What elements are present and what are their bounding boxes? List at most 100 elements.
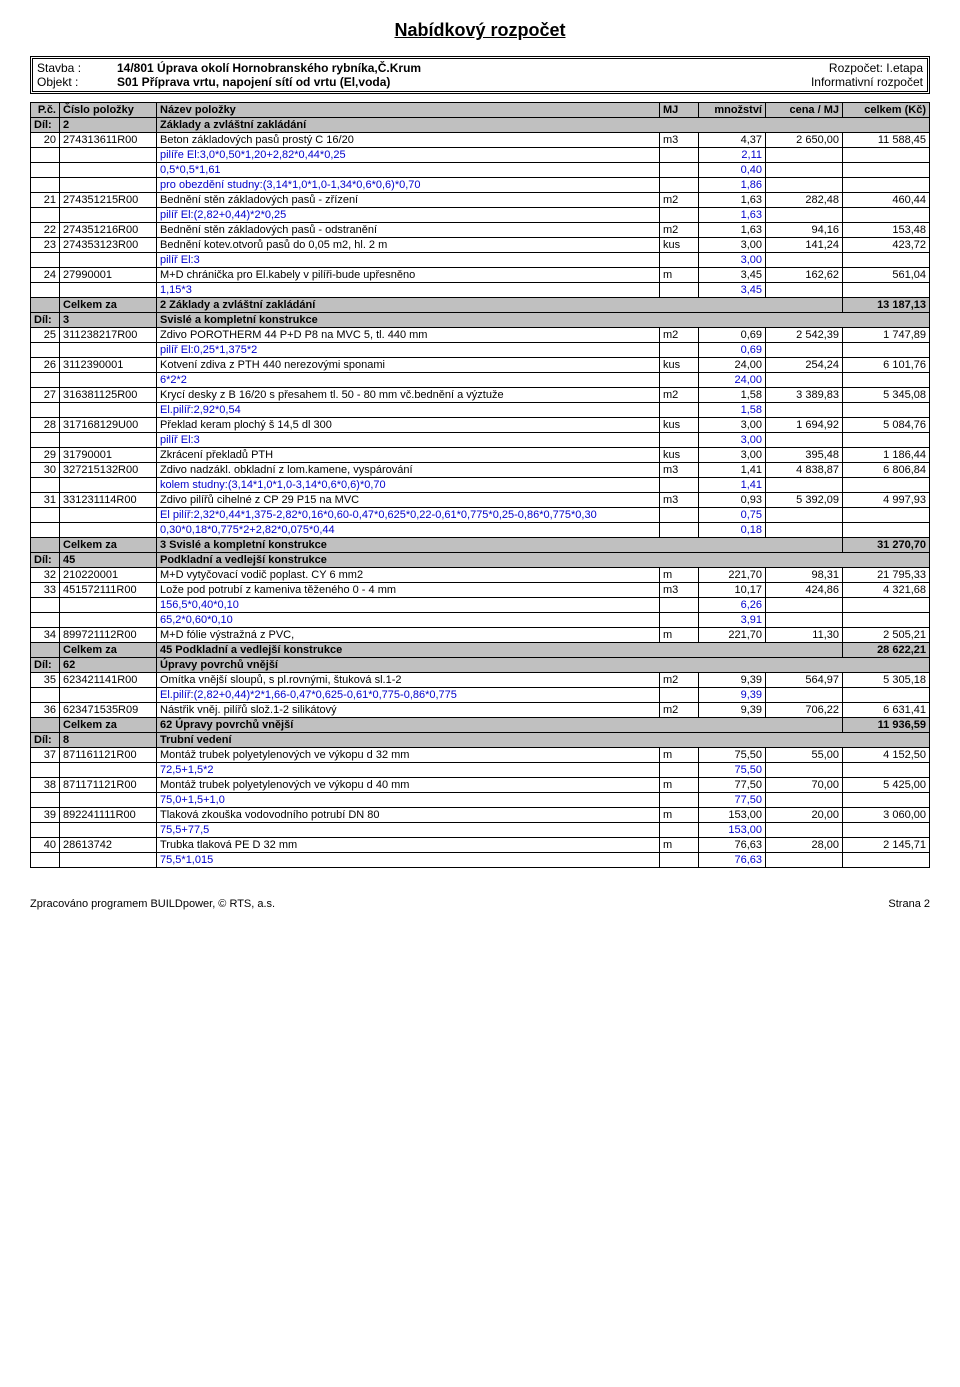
item-nazev: Překlad keram plochý š 14,5 dl 300	[157, 418, 660, 433]
item-cislo: 331231114R00	[60, 493, 157, 508]
item-mj: kus	[660, 418, 699, 433]
item-pc: 40	[31, 838, 60, 853]
calc-mj	[660, 178, 699, 193]
calc-mj	[660, 508, 699, 523]
item-cena: 162,62	[766, 268, 843, 283]
calc-celkem	[843, 598, 930, 613]
calc-nazev: pilíř El:(2,82+0,44)*2*0,25	[157, 208, 660, 223]
calc-cislo	[60, 478, 157, 493]
rozpocet-label: Rozpočet: I.etapa	[829, 61, 923, 75]
table-row: 28317168129U00Překlad keram plochý š 14,…	[31, 418, 930, 433]
item-cislo: 3112390001	[60, 358, 157, 373]
table-row: 0,5*0,5*1,610,40	[31, 163, 930, 178]
item-cislo: 311238217R00	[60, 328, 157, 343]
sum-za: Celkem za	[60, 538, 157, 553]
item-cena: 282,48	[766, 193, 843, 208]
calc-mnoz: 0,18	[699, 523, 766, 538]
calc-mj	[660, 253, 699, 268]
calc-cena	[766, 253, 843, 268]
section-num: 62	[60, 658, 157, 673]
table-row: kolem studny:(3,14*1,0*1,0-3,14*0,6*0,6)…	[31, 478, 930, 493]
table-row: El.pilíř:2,92*0,541,58	[31, 403, 930, 418]
sum-nazev: 62 Úpravy povrchů vnější	[157, 718, 843, 733]
item-cislo: 623471535R09	[60, 703, 157, 718]
calc-mnoz: 0,75	[699, 508, 766, 523]
item-nazev: Lože pod potrubí z kameniva těženého 0 -…	[157, 583, 660, 598]
item-mnoz: 24,00	[699, 358, 766, 373]
calc-nazev: 0,30*0,18*0,775*2+2,82*0,075*0,44	[157, 523, 660, 538]
calc-cislo	[60, 793, 157, 808]
table-row: 21274351215R00Bednění stěn základových p…	[31, 193, 930, 208]
calc-nazev: El pilíř:2,32*0,44*1,375-2,82*0,16*0,60-…	[157, 508, 660, 523]
calc-nazev: 0,5*0,5*1,61	[157, 163, 660, 178]
item-cena: 5 392,09	[766, 493, 843, 508]
item-cislo: 871161121R00	[60, 748, 157, 763]
calc-mj	[660, 823, 699, 838]
meta-box: Stavba : 14/801 Úprava okolí Hornobransk…	[30, 56, 930, 94]
item-celkem: 2 145,71	[843, 838, 930, 853]
table-row: pilíř El:(2,82+0,44)*2*0,251,63	[31, 208, 930, 223]
item-mj: m2	[660, 193, 699, 208]
table-row: Celkem za2 Základy a zvláštní zakládání1…	[31, 298, 930, 313]
calc-nazev: pilíře El:3,0*0,50*1,20+2,82*0,44*0,25	[157, 148, 660, 163]
item-cena: 70,00	[766, 778, 843, 793]
table-row: Celkem za45 Podkladní a vedlejší konstru…	[31, 643, 930, 658]
section-dil: Díl:	[31, 658, 60, 673]
item-cena: 4 838,87	[766, 463, 843, 478]
section-dil: Díl:	[31, 553, 60, 568]
item-cislo: 327215132R00	[60, 463, 157, 478]
calc-pc	[31, 403, 60, 418]
item-celkem: 5 305,18	[843, 673, 930, 688]
item-cena: 2 542,39	[766, 328, 843, 343]
sum-pc	[31, 538, 60, 553]
calc-mj	[660, 598, 699, 613]
item-pc: 26	[31, 358, 60, 373]
calc-mj	[660, 343, 699, 358]
calc-celkem	[843, 163, 930, 178]
sum-za: Celkem za	[60, 718, 157, 733]
table-row: El pilíř:2,32*0,44*1,375-2,82*0,16*0,60-…	[31, 508, 930, 523]
calc-nazev: 75,0+1,5+1,0	[157, 793, 660, 808]
item-mnoz: 1,58	[699, 388, 766, 403]
table-row: 156,5*0,40*0,106,26	[31, 598, 930, 613]
objekt-value: S01 Příprava vrtu, napojení sítí od vrtu…	[117, 75, 811, 89]
calc-pc	[31, 853, 60, 868]
table-row: 20274313611R00Beton základových pasů pro…	[31, 133, 930, 148]
info-label: Informativní rozpočet	[811, 75, 923, 89]
calc-cena	[766, 403, 843, 418]
item-cislo: 274313611R00	[60, 133, 157, 148]
item-pc: 22	[31, 223, 60, 238]
calc-mnoz: 77,50	[699, 793, 766, 808]
section-num: 45	[60, 553, 157, 568]
calc-mnoz: 0,69	[699, 343, 766, 358]
calc-cena	[766, 208, 843, 223]
section-nazev: Trubní vedení	[157, 733, 930, 748]
item-nazev: Zdivo nadzákl. obkladní z lom.kamene, vy…	[157, 463, 660, 478]
calc-mj	[660, 523, 699, 538]
item-nazev: Nástřik vněj. pilířů slož.1-2 silikátový	[157, 703, 660, 718]
sum-celkem: 28 622,21	[843, 643, 930, 658]
table-row: 32210220001M+D vytyčovací vodič poplast.…	[31, 568, 930, 583]
calc-celkem	[843, 523, 930, 538]
calc-cena	[766, 823, 843, 838]
calc-mnoz: 1,41	[699, 478, 766, 493]
calc-mj	[660, 478, 699, 493]
calc-cislo	[60, 508, 157, 523]
item-mnoz: 3,00	[699, 448, 766, 463]
th-mj: MJ	[660, 103, 699, 118]
calc-cena	[766, 433, 843, 448]
calc-mj	[660, 853, 699, 868]
item-mj: kus	[660, 238, 699, 253]
table-row: 35623421141R00Omítka vnější sloupů, s pl…	[31, 673, 930, 688]
item-celkem: 561,04	[843, 268, 930, 283]
th-nazev: Název položky	[157, 103, 660, 118]
calc-cena	[766, 478, 843, 493]
item-nazev: Zdivo POROTHERM 44 P+D P8 na MVC 5, tl. …	[157, 328, 660, 343]
calc-mnoz: 75,50	[699, 763, 766, 778]
item-cislo: 892241111R00	[60, 808, 157, 823]
calc-celkem	[843, 508, 930, 523]
item-nazev: Krycí desky z B 16/20 s přesahem tl. 50 …	[157, 388, 660, 403]
item-cena: 254,24	[766, 358, 843, 373]
item-cislo: 316381125R00	[60, 388, 157, 403]
calc-pc	[31, 523, 60, 538]
